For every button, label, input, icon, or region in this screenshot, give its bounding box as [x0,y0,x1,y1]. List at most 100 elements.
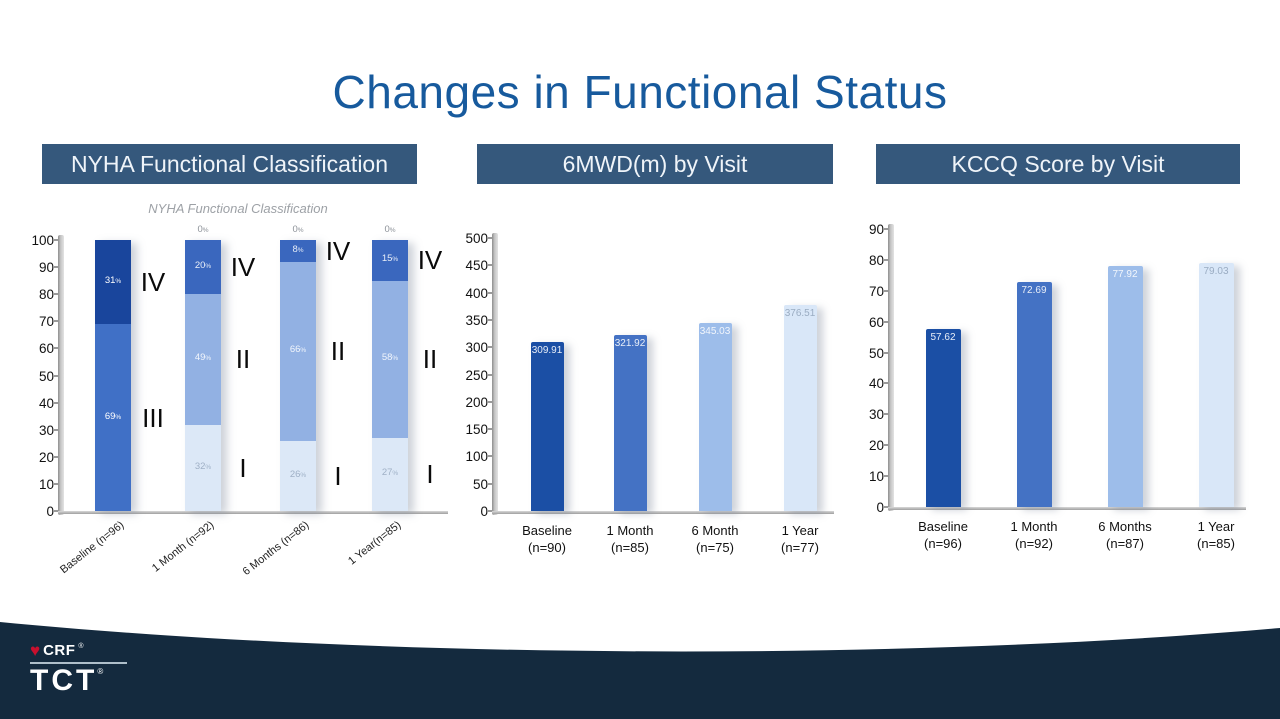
nyha-chart-subtitle: NYHA Functional Classification [148,201,328,216]
x-axis [492,511,834,514]
bar-segment [185,425,221,511]
nyha-class-annotation: II [235,344,251,375]
kccq-section-header-label: KCCQ Score by Visit [951,150,1165,177]
nyha-class-annotation: IV [230,251,256,282]
y-tick-label: 50 [472,476,488,492]
bar-value-label: 345.03 [699,325,731,337]
y-tick-label: 80 [868,252,884,268]
kccq-chart: 0 10 20 30 40 50 60 70 80 90 57.62 Baseline (n=96) 72… [869,222,1246,551]
nyha-class-annotation: I [334,460,342,491]
segment-zero-label: 0% [292,224,304,235]
y-tick-label: 0 [46,504,54,519]
kccq-section-header: KCCQ Score by Visit [876,144,1240,184]
bar-segment [280,440,316,511]
y-tick-label: 0 [480,504,488,519]
y-tick-label: 90 [868,222,884,237]
x-category-label: 1 Year (n=77) [781,523,819,555]
bar-value-label: 79.03 [1203,265,1229,277]
segment-value-label: 15% [381,253,399,265]
stacked-bar: 27% 58% 15% 0% [372,224,408,511]
bar-segment [95,324,131,511]
6mwd-section-header: 6MWD(m) by Visit [477,144,833,184]
crf-registered-mark: ® [78,643,84,650]
bar: 57.62 [925,329,961,507]
nyha-class-annotation: I [426,459,434,490]
bar-value-label: 376.51 [784,308,816,320]
x-category-label: 6 Months (n=87) [1098,519,1152,551]
tct-wordmark: TCT [30,664,98,697]
bar-segment [185,293,221,426]
segment-zero-label: 0% [384,224,396,235]
crf-heart-icon: ♥ [30,641,41,660]
bar-segment [372,240,408,281]
bar-segment [95,240,131,325]
y-tick-label: 100 [31,233,54,248]
y-axis [58,235,64,515]
segment-zero-label: 0% [197,224,209,235]
segment-value-label: 31% [104,275,122,287]
bar-segment [372,437,408,511]
x-category-label: Baseline (n=90) [522,523,572,555]
nyha-class-annotation: IV [417,245,443,276]
y-tick-label: 10 [868,469,884,485]
bar: 72.69 [1016,282,1052,507]
y-tick-label: 200 [465,394,488,410]
y-tick-label: 500 [465,231,488,246]
nyha-section-header: NYHA Functional Classification [42,144,417,184]
footer-swoosh [0,622,1280,719]
stacked-bar: 0%69%31% [95,240,131,511]
y-tick-label: 30 [868,407,884,423]
y-tick-label: 30 [38,422,54,438]
y-tick-label: 40 [868,376,884,392]
bar-segment [280,240,316,262]
bar: 79.03 [1198,262,1234,507]
bar: 345.03 [698,322,732,511]
y-tick-label: 80 [38,287,54,303]
y-tick-label: 250 [465,367,488,383]
nyha-class-annotation: I [239,453,247,484]
segment-value-label: 49% [194,352,212,364]
nyha-class-annotation: II [422,344,438,375]
y-tick-label: 50 [38,368,54,384]
y-tick-label: 150 [465,422,488,438]
bar-segment [185,240,221,294]
segment-value-label: 32% [194,461,212,473]
y-tick-label: 20 [38,449,54,465]
segment-value-label: 58% [381,352,399,364]
x-category-label: 6 Month (n=75) [691,523,739,555]
y-tick-label: 20 [868,438,884,454]
segment-value-label: 20% [194,259,212,271]
y-axis [888,224,894,511]
y-tick-label: 60 [38,341,54,357]
segment-value-label: 8% [292,243,304,255]
nyha-class-annotation: IV [325,235,351,266]
bar: 321.92 [613,335,647,511]
y-tick-label: 300 [465,340,488,356]
x-category-label: 1 Month (n=92) [1010,519,1058,551]
bar-segment [372,280,408,438]
y-tick-label: 50 [868,345,884,361]
segment-value-label: 26% [289,468,307,480]
y-axis [492,233,498,515]
nyha-section-header-label: NYHA Functional Classification [70,150,389,177]
y-tick-label: 10 [38,476,54,492]
crf-wordmark: CRF [43,642,76,659]
6mwd-chart: 0 50 100 150 200 250 300 350 400 450 500 309.91 Base… [465,231,834,555]
y-tick-label: 100 [465,449,488,465]
x-axis [58,511,448,514]
logo-divider [30,662,127,664]
y-tick-label: 0 [876,500,884,515]
bar-value-label: 321.92 [614,338,646,350]
x-category-label: 1 Year(n=85) [1197,519,1235,551]
6mwd-section-header-label: 6MWD(m) by Visit [562,150,748,177]
nyha-class-annotation: III [142,402,164,433]
segment-value-label: 66% [289,344,307,356]
bar-value-label: 77.92 [1112,269,1138,281]
tct-row: TCT ® [30,665,127,697]
bar-segment [280,261,316,441]
bar-value-label: 72.69 [1021,285,1047,297]
y-tick-label: 450 [465,258,488,274]
segment-value-label: 27% [381,467,399,479]
y-tick-label: 400 [465,285,488,301]
